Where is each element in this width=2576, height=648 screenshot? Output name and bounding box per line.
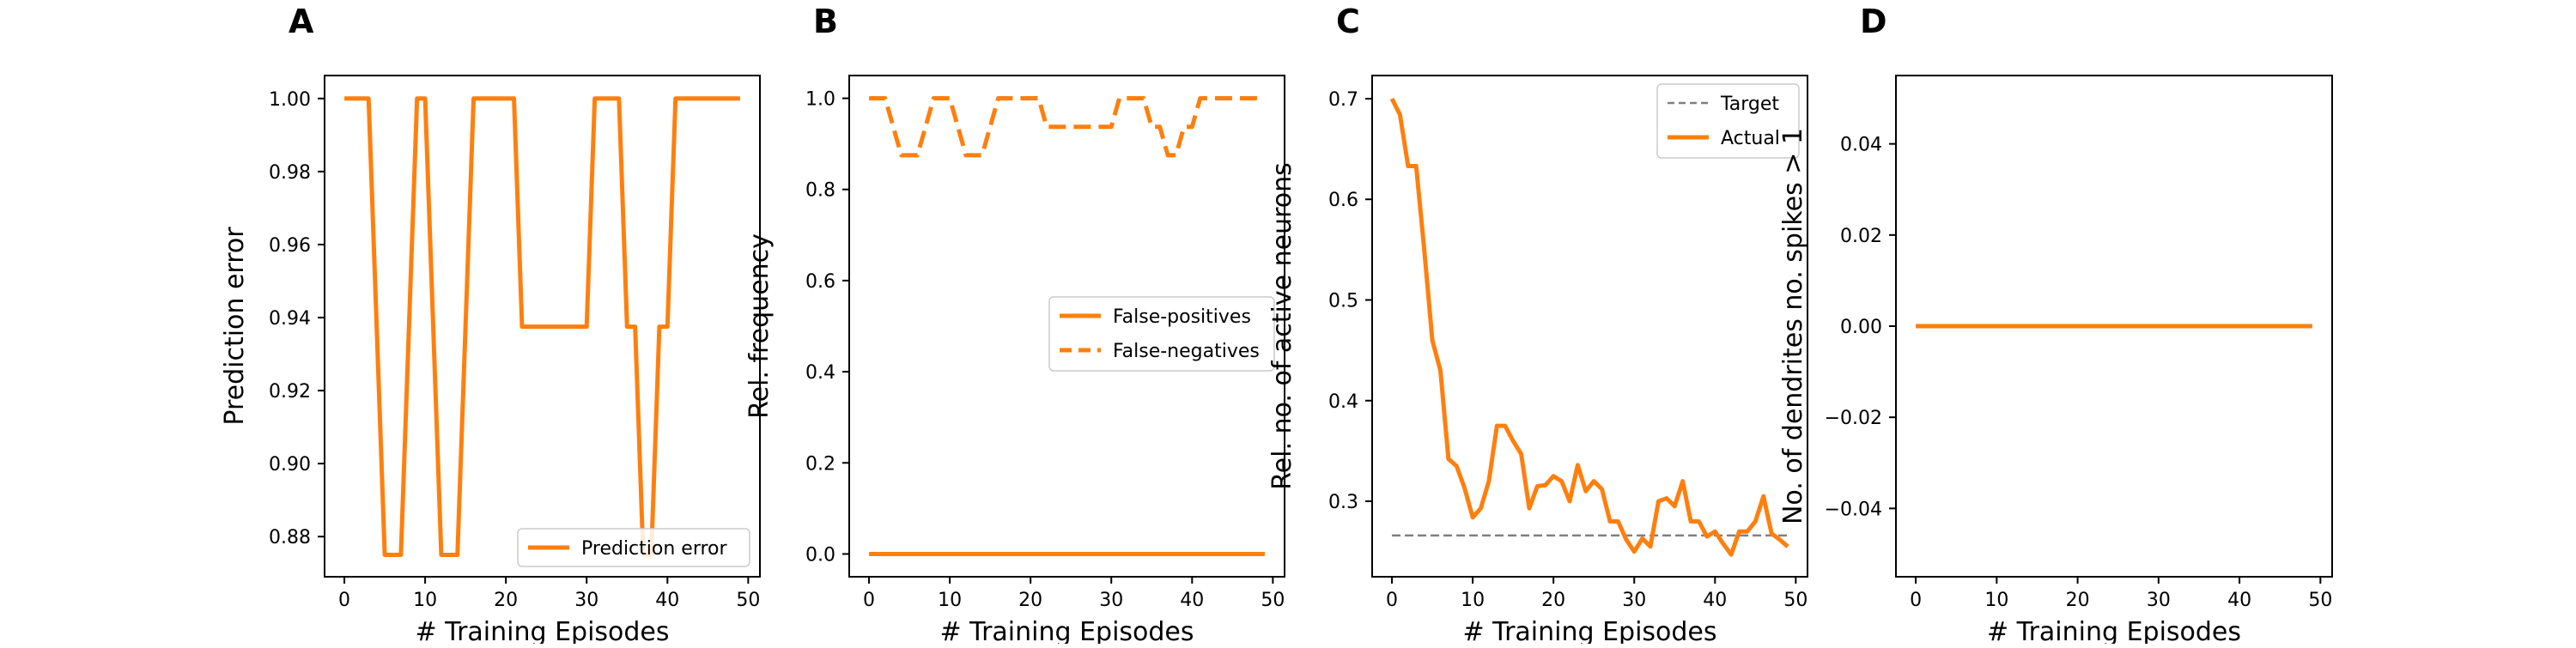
x-tick-label: 50 xyxy=(736,590,760,611)
x-tick-label: 30 xyxy=(1099,590,1123,611)
x-tick-label: 10 xyxy=(1984,590,2008,611)
y-tick-label: 0.6 xyxy=(805,271,835,293)
y-tick-label: 0.90 xyxy=(269,454,311,475)
x-tick-label: 0 xyxy=(338,590,350,611)
y-tick-label: 0.7 xyxy=(1328,89,1358,111)
x-tick-label: 0 xyxy=(863,590,875,611)
y-tick-label: 0.02 xyxy=(1840,226,1882,247)
y-axis-label: Rel. frequency xyxy=(744,233,775,419)
x-tick-label: 40 xyxy=(1180,590,1204,611)
x-tick-label: 20 xyxy=(1541,590,1565,611)
panel-letter: D xyxy=(1860,3,1887,40)
legend-box xyxy=(1048,296,1275,372)
y-tick-label: 0.4 xyxy=(1328,391,1358,413)
axes-frame xyxy=(848,75,1285,578)
y-tick-label: 0.96 xyxy=(269,235,311,257)
y-tick-label: 0.88 xyxy=(269,527,311,548)
x-tick-label: 0 xyxy=(1910,590,1922,611)
series-line-actual xyxy=(1389,97,1789,557)
legend: Target Actual xyxy=(1656,83,1800,159)
legend: Prediction error xyxy=(517,528,750,567)
series-line-prediction-error xyxy=(344,96,740,557)
x-tick-label: 10 xyxy=(938,590,962,611)
x-tick-label: 50 xyxy=(1261,590,1285,611)
x-tick-label: 10 xyxy=(1461,590,1485,611)
x-tick-label: 40 xyxy=(2227,590,2251,611)
y-tick-label: 0.98 xyxy=(269,162,311,184)
x-tick-label: 50 xyxy=(1783,590,1807,611)
x-tick-label: 20 xyxy=(1018,590,1042,611)
x-tick-label: 20 xyxy=(494,590,518,611)
y-tick-label: 1.0 xyxy=(805,89,835,111)
x-tick-label: 0 xyxy=(1386,590,1398,611)
y-tick-label: −0.02 xyxy=(1825,408,1882,429)
legend-entry: Actual xyxy=(1721,128,1780,149)
panel-a: A 0 10 20 30 40 50 0.88 0.90 0.92 0.94 0.96 0.98 1.00… xyxy=(220,3,761,647)
y-tick-label: 0.4 xyxy=(805,362,835,384)
x-tick-label: 30 xyxy=(574,590,598,611)
legend-entry: Prediction error xyxy=(581,538,727,560)
y-axis-label: No. of dendrites no. spikes > 1 xyxy=(1778,128,1808,524)
y-axis-label: Prediction error xyxy=(220,227,250,426)
axes-frame xyxy=(1371,75,1808,578)
legend-entry: Target xyxy=(1720,94,1779,115)
panel-letter: A xyxy=(289,3,314,40)
series-line-false-negatives xyxy=(869,96,1265,158)
x-tick-label: 30 xyxy=(1622,590,1646,611)
x-tick-label: 50 xyxy=(2308,590,2332,611)
panel-d: D 0 10 20 30 40 50 −0.04 −0.02 0.00 0.02 0.04 # Trai… xyxy=(1778,3,2333,647)
panel-c: C 0 10 20 30 40 50 0.3 0.4 0.5 0.6 0.7 # Training Ep… xyxy=(1267,3,1808,647)
legend-entry: False-positives xyxy=(1113,306,1251,328)
y-axis-label: Rel. no. of active neurons xyxy=(1267,162,1297,490)
legend-box xyxy=(517,528,750,567)
x-tick-label: 30 xyxy=(2147,590,2171,611)
y-tick-label: 1.00 xyxy=(269,89,311,111)
x-tick-label: 20 xyxy=(2066,590,2090,611)
x-axis-label: # Training Episodes xyxy=(1987,617,2241,644)
y-tick-label: −0.04 xyxy=(1825,499,1882,520)
y-tick-label: 0.04 xyxy=(1840,135,1882,156)
x-axis-label: # Training Episodes xyxy=(939,617,1194,644)
y-tick-label: 0.92 xyxy=(269,381,311,403)
axes-frame xyxy=(324,75,761,578)
y-tick-label: 0.94 xyxy=(269,308,311,330)
legend: False-positives False-negatives xyxy=(1048,296,1275,372)
y-tick-label: 0.00 xyxy=(1840,317,1882,338)
panel-letter: B xyxy=(813,3,838,40)
y-tick-label: 0.3 xyxy=(1328,492,1358,513)
y-tick-label: 0.6 xyxy=(1328,190,1358,211)
x-axis-label: # Training Episodes xyxy=(415,617,669,644)
legend-entry: False-negatives xyxy=(1113,341,1260,362)
panel-letter: C xyxy=(1336,3,1360,40)
x-axis-label: # Training Episodes xyxy=(1462,617,1716,644)
x-tick-label: 10 xyxy=(413,590,437,611)
y-tick-label: 0.0 xyxy=(805,544,835,566)
x-tick-label: 40 xyxy=(655,590,679,611)
y-tick-label: 0.2 xyxy=(805,453,835,475)
panel-b: B 0 10 20 30 40 50 0.0 0.2 0.4 0.6 0.8 1.0 # Training… xyxy=(744,3,1285,647)
x-tick-label: 40 xyxy=(1703,590,1727,611)
y-tick-label: 0.8 xyxy=(805,180,835,202)
y-tick-label: 0.5 xyxy=(1328,291,1358,312)
